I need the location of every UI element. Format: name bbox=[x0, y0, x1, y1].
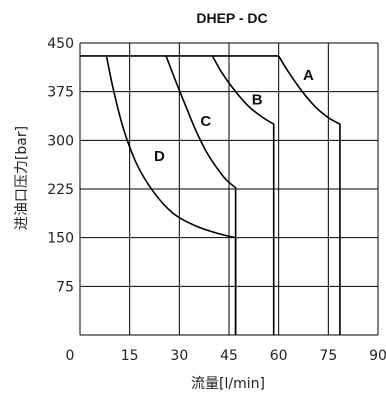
x-tick-label: 30 bbox=[170, 348, 188, 364]
x-tick-label: 75 bbox=[319, 348, 337, 364]
tick-labels: 0 15 30 45 60 75 90 75 150 225 300 375 450 bbox=[47, 36, 386, 364]
x-tick-label: 90 bbox=[369, 348, 386, 364]
y-tick-label: 450 bbox=[47, 36, 74, 52]
curve-b bbox=[211, 55, 275, 335]
x-tick-label: 45 bbox=[220, 348, 238, 364]
curve-label-c: C bbox=[200, 113, 211, 130]
curve-d bbox=[105, 55, 237, 335]
y-tick-label: 75 bbox=[56, 279, 74, 295]
x-tick-label: 60 bbox=[270, 348, 288, 364]
y-tick-label: 300 bbox=[47, 133, 74, 149]
curves: A B C D bbox=[80, 55, 341, 335]
y-tick-label: 225 bbox=[47, 182, 74, 198]
x-tick-label: 15 bbox=[121, 348, 139, 364]
curve-c bbox=[165, 55, 237, 335]
y-tick-label: 150 bbox=[47, 231, 74, 247]
curve-a bbox=[277, 55, 341, 335]
chart-title: DHEP - DC bbox=[196, 10, 267, 26]
grid bbox=[79, 42, 379, 336]
curve-label-a: A bbox=[303, 67, 314, 84]
y-axis-label: 进油口压力[bar] bbox=[14, 126, 30, 230]
y-tick-label: 375 bbox=[47, 85, 74, 101]
x-axis-label: 流量[l/min] bbox=[191, 376, 265, 392]
curve-label-d: D bbox=[154, 148, 165, 165]
curve-label-b: B bbox=[252, 92, 263, 109]
x-tick-label: 0 bbox=[66, 348, 75, 364]
